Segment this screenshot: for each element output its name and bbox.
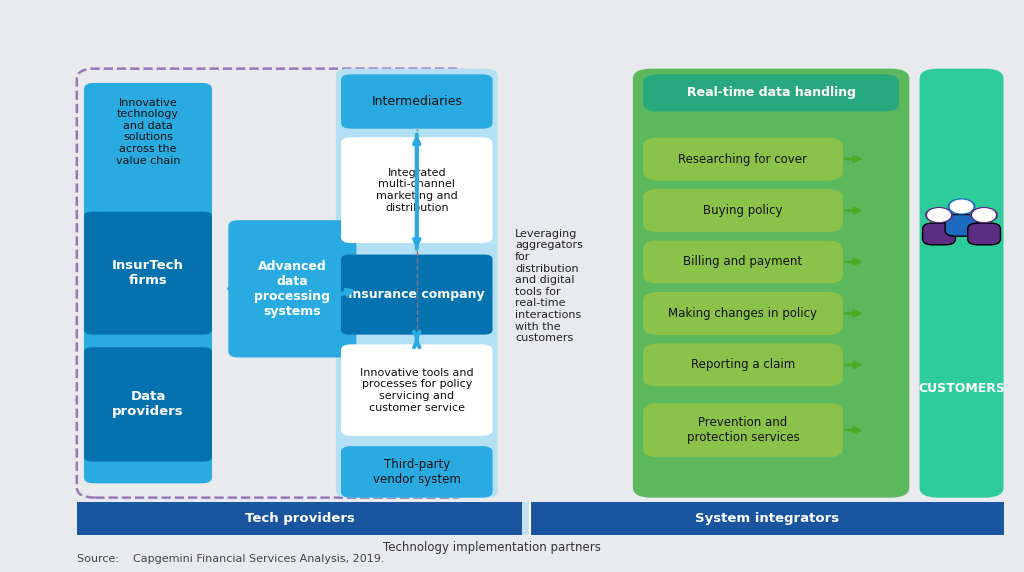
FancyBboxPatch shape (945, 214, 978, 236)
Text: Real-time data handling: Real-time data handling (686, 86, 856, 100)
Text: Buying policy: Buying policy (703, 204, 782, 217)
Text: Making changes in policy: Making changes in policy (669, 307, 817, 320)
Bar (77, 502, 522, 535)
Text: Advanced
data
processing
systems: Advanced data processing systems (254, 260, 331, 318)
FancyBboxPatch shape (643, 138, 843, 181)
Bar (77, 502, 1004, 535)
FancyBboxPatch shape (341, 137, 493, 243)
FancyBboxPatch shape (341, 446, 493, 498)
Text: InsurTech
firms: InsurTech firms (112, 259, 184, 287)
FancyBboxPatch shape (84, 347, 212, 462)
FancyBboxPatch shape (341, 74, 493, 129)
FancyBboxPatch shape (84, 212, 212, 335)
FancyBboxPatch shape (920, 69, 1004, 498)
Circle shape (973, 209, 995, 221)
FancyBboxPatch shape (643, 343, 843, 387)
Text: Source:    Capgemini Financial Services Analysis, 2019.: Source: Capgemini Financial Services Ana… (77, 554, 384, 565)
FancyBboxPatch shape (643, 189, 843, 232)
Text: Insurance company: Insurance company (348, 288, 485, 301)
FancyBboxPatch shape (643, 403, 843, 458)
Text: Technology implementation partners: Technology implementation partners (383, 542, 600, 554)
FancyBboxPatch shape (341, 344, 493, 436)
FancyBboxPatch shape (643, 240, 843, 283)
FancyBboxPatch shape (633, 69, 909, 498)
FancyBboxPatch shape (643, 292, 843, 335)
Circle shape (926, 208, 952, 223)
FancyBboxPatch shape (968, 223, 1000, 245)
Text: Third-party
vendor system: Third-party vendor system (373, 458, 461, 486)
Text: Data
providers: Data providers (113, 391, 183, 418)
Circle shape (928, 209, 950, 221)
Text: Tech providers: Tech providers (245, 512, 354, 525)
Text: Prevention and
protection services: Prevention and protection services (686, 416, 800, 444)
Circle shape (971, 208, 997, 223)
Text: Billing and payment: Billing and payment (683, 256, 803, 268)
Text: Integrated
multi-channel
marketing and
distribution: Integrated multi-channel marketing and d… (376, 168, 458, 213)
FancyBboxPatch shape (341, 255, 493, 335)
FancyBboxPatch shape (643, 74, 899, 112)
FancyBboxPatch shape (923, 223, 955, 245)
Text: Innovative tools and
processes for policy
servicing and
customer service: Innovative tools and processes for polic… (360, 368, 473, 412)
Text: Intermediaries: Intermediaries (372, 95, 462, 108)
Text: Leveraging
aggregators
for
distribution
and digital
tools for
real-time
interact: Leveraging aggregators for distribution … (515, 229, 583, 343)
Text: CUSTOMERS: CUSTOMERS (919, 383, 1005, 395)
FancyBboxPatch shape (228, 220, 356, 358)
Circle shape (950, 200, 973, 213)
FancyBboxPatch shape (336, 69, 498, 498)
Text: Reporting a claim: Reporting a claim (691, 359, 795, 371)
Circle shape (948, 199, 975, 214)
Text: Researching for cover: Researching for cover (679, 153, 807, 165)
Bar (530, 502, 1004, 535)
Text: System integrators: System integrators (695, 512, 839, 525)
FancyBboxPatch shape (84, 83, 212, 483)
Text: Innovative
technology
and data
solutions
across the
value chain: Innovative technology and data solutions… (116, 98, 180, 165)
